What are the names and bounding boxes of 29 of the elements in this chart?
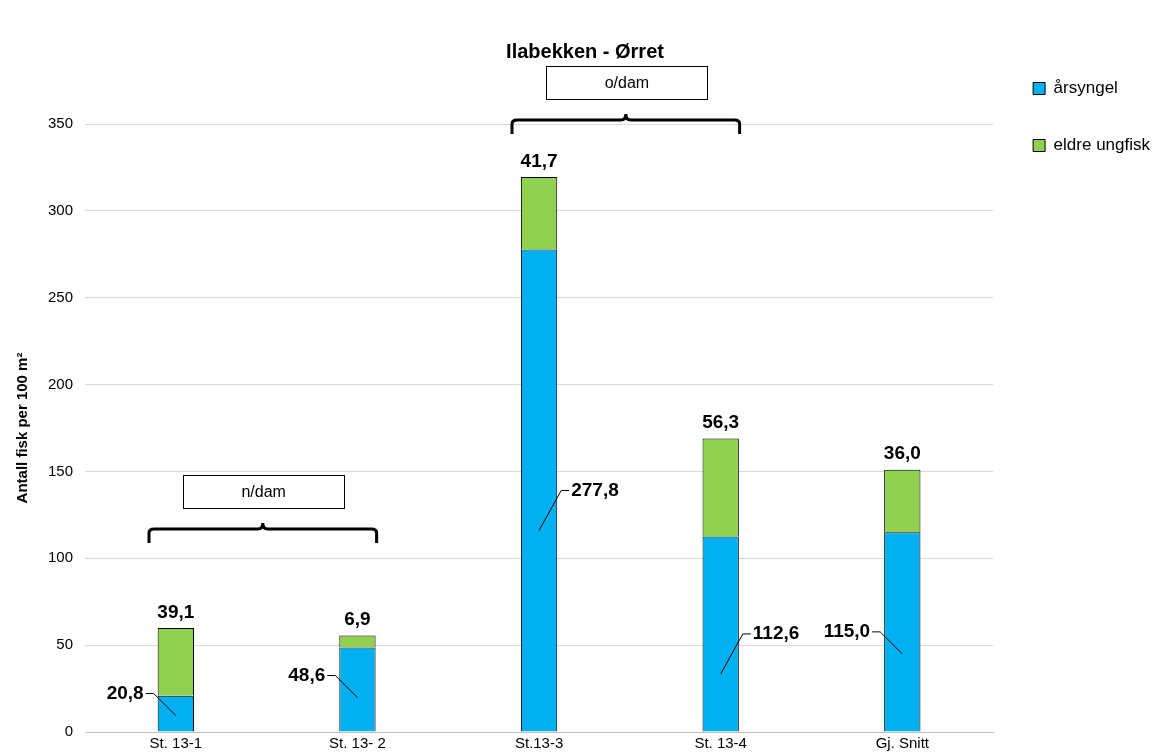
x-tick-label: St. 13-1 [149, 734, 203, 752]
data-label: 48,6 [288, 663, 326, 685]
x-tick-label: St.13-3 [514, 734, 564, 752]
x-tick-label: St. 13- 2 [329, 734, 386, 752]
y-tick-label: 200 [48, 374, 74, 392]
y-tick-label: 0 [64, 722, 74, 740]
y-tick-label: 300 [48, 201, 74, 218]
data-label: 277,8 [571, 478, 619, 500]
y-tick-label: 350 [48, 114, 74, 132]
chart-title: Ilabekken - Ørret [506, 39, 665, 62]
data-label: 115,0 [823, 620, 871, 642]
y-tick-label: 150 [48, 461, 74, 479]
y-tick-label: 100 [48, 548, 74, 566]
data-label: 41,7 [520, 149, 558, 171]
data-label: 20,8 [106, 681, 144, 703]
y-tick-label: 250 [48, 287, 74, 305]
data-label: 6,9 [344, 608, 371, 630]
text-box: o/dam [545, 66, 708, 100]
y-tick-label: 50 [56, 635, 74, 653]
x-tick-label: Gj. Snitt [875, 734, 930, 752]
legend-label: eldre ungfisk [1053, 135, 1151, 155]
data-label: 36,0 [883, 442, 921, 464]
data-label: 56,3 [702, 411, 740, 433]
x-tick-label: St. 13-4 [694, 734, 747, 752]
data-label: 112,6 [752, 622, 800, 644]
y-axis-title: Antall fisk per 100 m² [13, 352, 31, 504]
text-box: n/dam [182, 475, 345, 510]
legend-label: årsyngel [1053, 78, 1118, 98]
data-label: 39,1 [157, 600, 195, 622]
